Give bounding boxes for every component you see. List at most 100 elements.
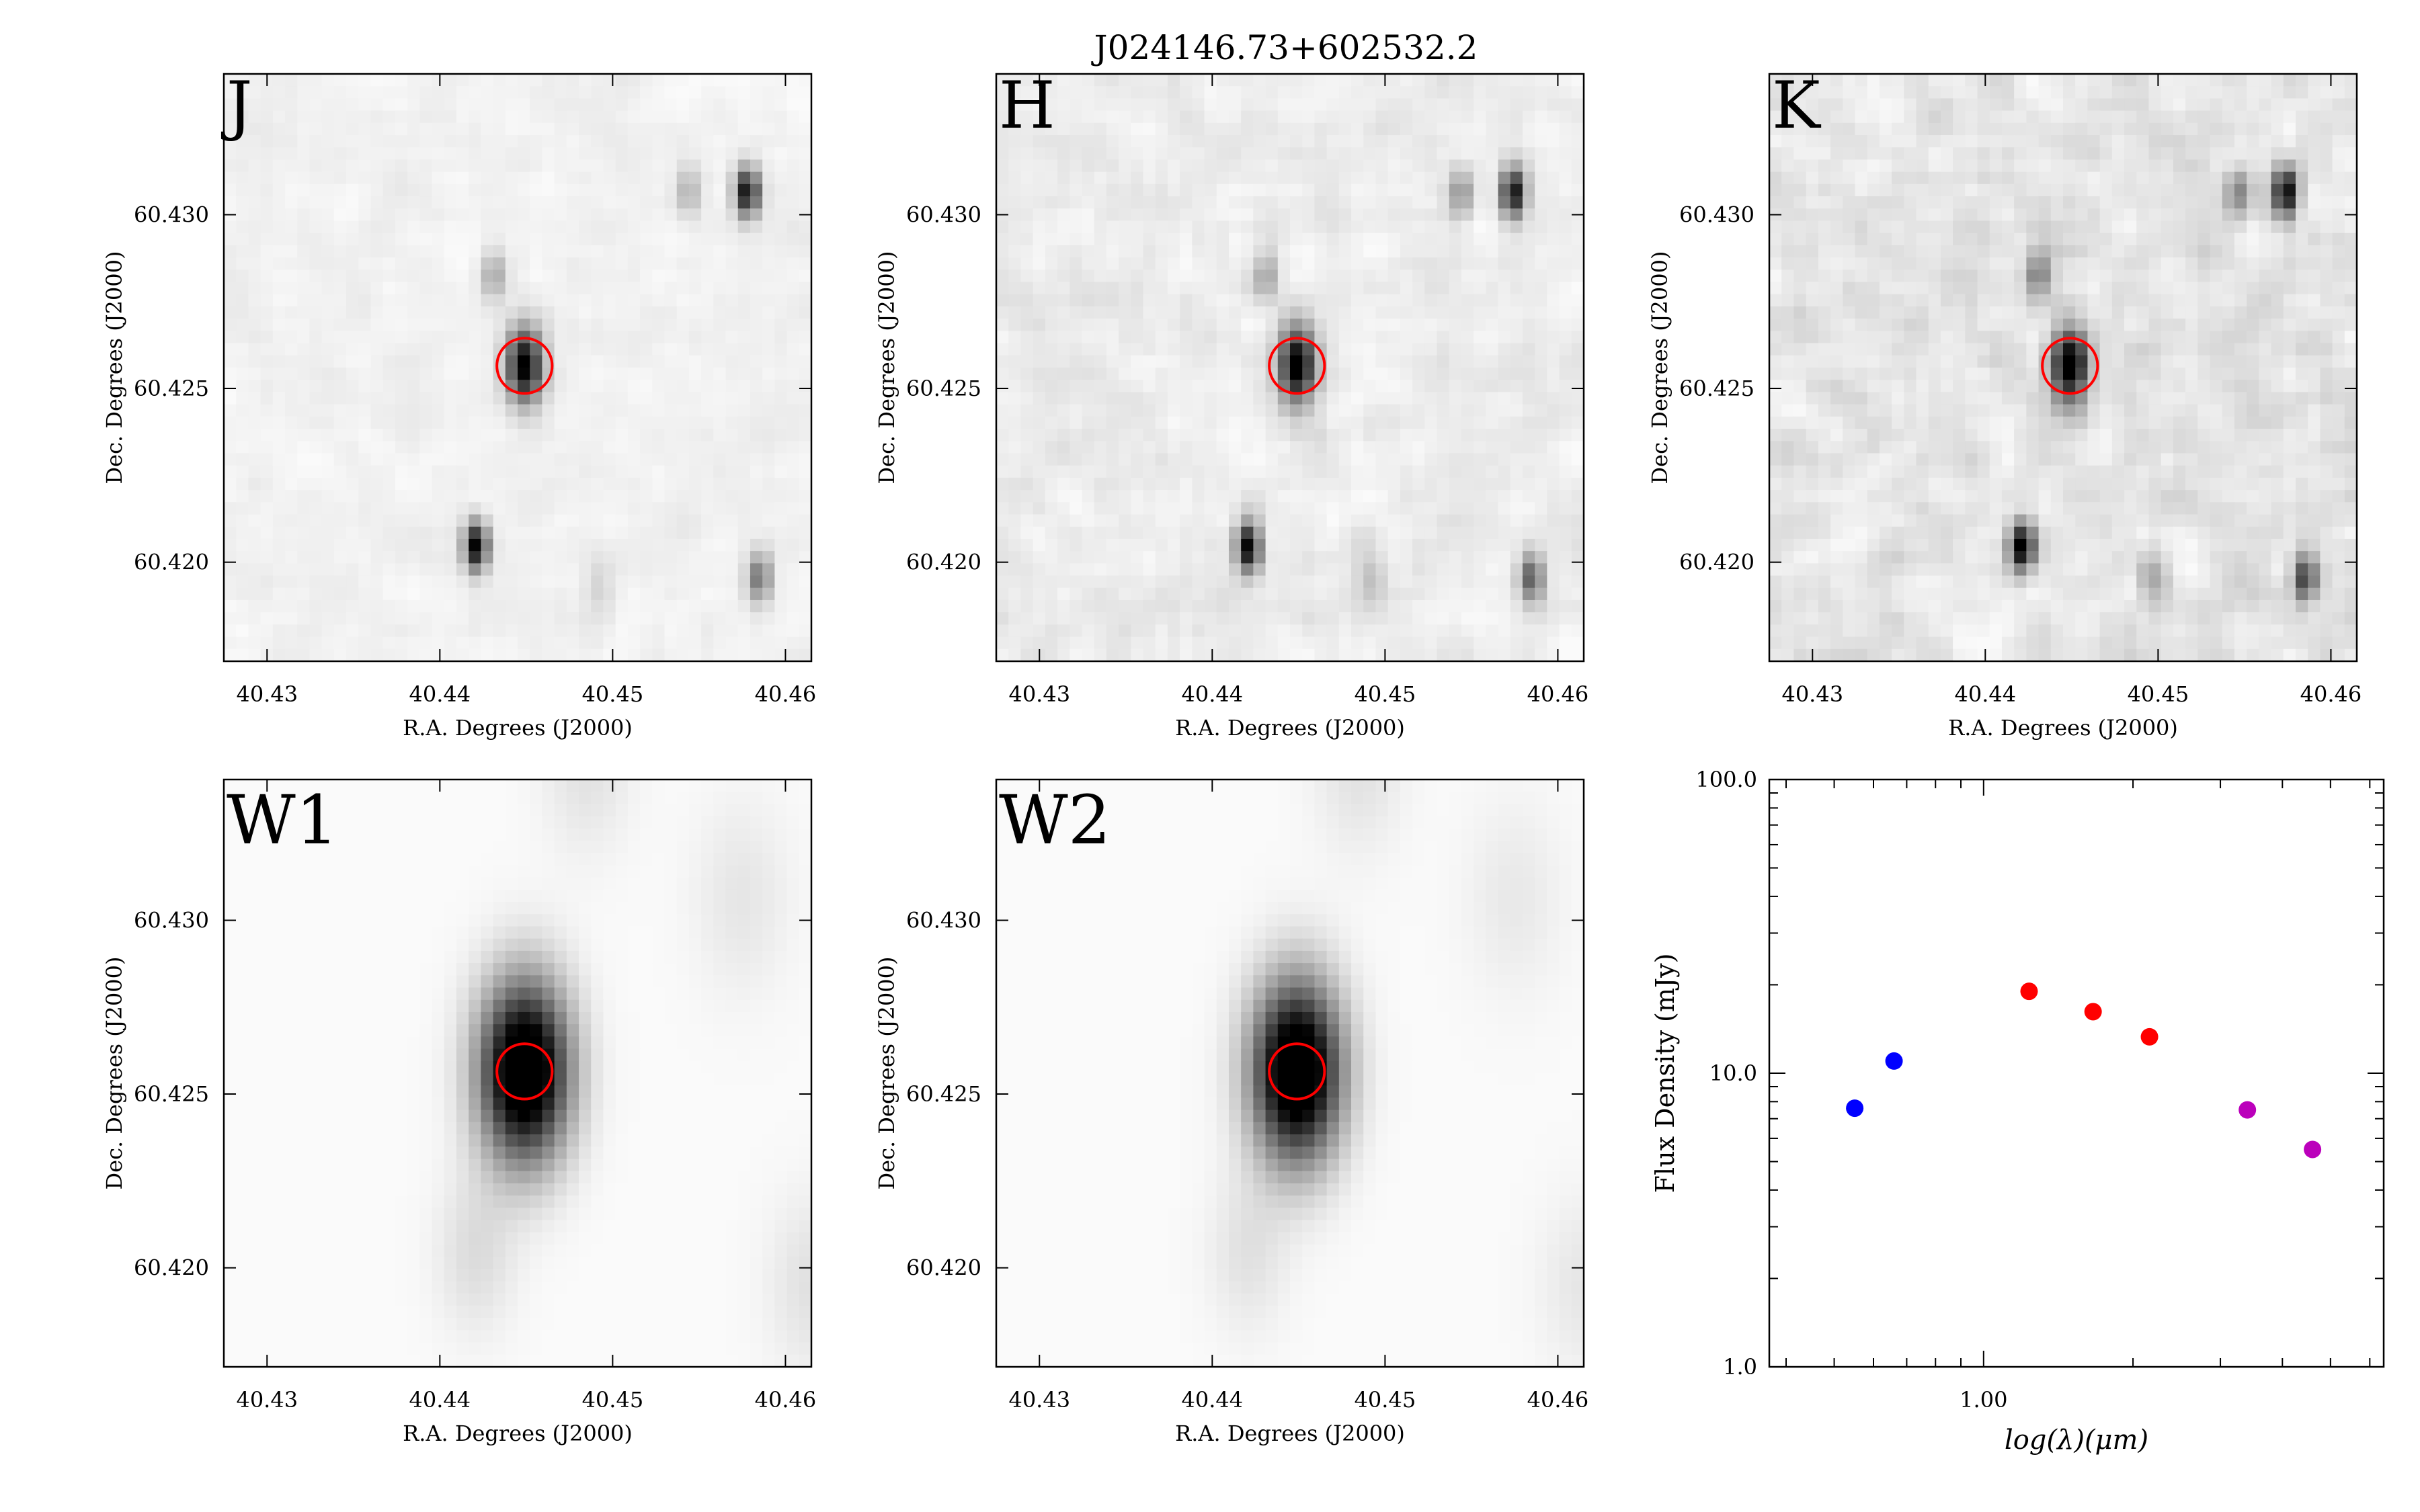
x-axis-label: R.A. Degrees (J2000)	[1175, 715, 1405, 741]
image-pixel	[2099, 86, 2113, 99]
image-pixel	[346, 331, 359, 344]
image-pixel	[505, 171, 518, 185]
image-pixel	[1045, 575, 1058, 589]
image-pixel	[1559, 648, 1572, 662]
image-pixel	[762, 245, 775, 258]
image-pixel	[579, 74, 592, 87]
image-pixel	[725, 502, 739, 515]
image-pixel	[1375, 220, 1389, 234]
image-pixel	[432, 502, 445, 515]
image-pixel	[346, 392, 359, 405]
image-pixel	[469, 551, 481, 564]
image-pixel	[1302, 355, 1316, 368]
image-pixel	[615, 245, 629, 258]
image-pixel	[333, 183, 347, 197]
image-pixel	[676, 441, 690, 454]
image-pixel	[1070, 441, 1083, 454]
image-pixel	[260, 404, 274, 417]
image-pixel	[1338, 636, 1352, 650]
image-pixel	[1057, 404, 1070, 417]
image-pixel	[1057, 551, 1070, 564]
image-pixel	[493, 269, 506, 283]
image-pixel	[1400, 380, 1413, 393]
image-pixel	[236, 147, 249, 161]
image-pixel	[432, 453, 445, 466]
image-pixel	[554, 490, 567, 503]
image-pixel	[1241, 98, 1254, 112]
image-pixel	[615, 171, 629, 185]
image-pixel	[1033, 368, 1046, 380]
image-pixel	[1953, 122, 1966, 136]
image-pixel	[1351, 159, 1364, 173]
image-pixel	[248, 563, 261, 577]
image-pixel	[2173, 98, 2186, 112]
image-pixel	[1033, 147, 1046, 161]
image-pixel	[1008, 453, 1022, 466]
image-pixel	[1277, 294, 1291, 307]
image-pixel	[1387, 404, 1401, 417]
image-pixel	[321, 477, 335, 491]
image-pixel	[1020, 86, 1034, 99]
image-pixel	[1449, 538, 1462, 552]
image-pixel	[248, 514, 261, 528]
image-pixel	[787, 269, 800, 283]
image-pixel	[358, 538, 372, 552]
image-pixel	[395, 355, 408, 368]
image-pixel	[1474, 599, 1486, 613]
image-pixel	[2332, 135, 2345, 148]
image-pixel	[640, 429, 653, 442]
image-pixel	[395, 648, 408, 662]
image-pixel	[1400, 245, 1413, 258]
image-pixel	[542, 612, 555, 625]
image-pixel	[530, 477, 543, 491]
image-pixel	[1559, 159, 1572, 173]
image-pixel	[224, 183, 237, 197]
image-pixel	[1290, 380, 1303, 393]
image-pixel	[236, 343, 249, 356]
image-pixel	[236, 331, 249, 344]
image-pixel	[1241, 306, 1254, 319]
image-pixel	[640, 368, 653, 380]
image-pixel	[248, 110, 261, 124]
image-pixel	[1547, 490, 1560, 503]
x-tick-label: 40.44	[409, 681, 471, 707]
image-pixel	[1143, 551, 1156, 564]
image-pixel	[1461, 343, 1474, 356]
image-pixel	[530, 269, 543, 283]
image-pixel	[297, 196, 311, 209]
image-pixel	[652, 233, 666, 246]
image-pixel	[1363, 98, 1377, 112]
image-pixel	[333, 587, 347, 601]
image-pixel	[774, 514, 788, 528]
image-pixel	[1486, 587, 1499, 601]
image-pixel	[456, 257, 469, 270]
image-pixel	[996, 122, 1009, 136]
image-pixel	[419, 257, 433, 270]
image-pixel	[2210, 122, 2223, 136]
image-pixel	[615, 514, 629, 528]
image-pixel	[493, 306, 506, 319]
image-pixel	[1498, 171, 1511, 185]
image-pixel	[1314, 526, 1328, 540]
image-pixel	[1277, 343, 1291, 356]
image-pixel	[1290, 159, 1303, 173]
image-pixel	[652, 441, 666, 454]
image-pixel	[1535, 122, 1547, 136]
image-pixel	[224, 551, 237, 564]
image-pixel	[627, 233, 641, 246]
image-pixel	[1204, 269, 1217, 283]
image-pixel	[566, 526, 579, 540]
image-pixel	[395, 282, 408, 295]
image-pixel	[603, 490, 616, 503]
image-pixel	[725, 110, 739, 124]
image-pixel	[1119, 599, 1131, 613]
image-pixel	[1008, 612, 1022, 625]
image-pixel	[1486, 245, 1499, 258]
image-pixel	[1522, 514, 1535, 528]
image-pixel	[444, 429, 457, 442]
image-pixel	[382, 233, 396, 246]
image-pixel	[1363, 514, 1377, 528]
image-pixel	[407, 122, 420, 136]
image-pixel	[346, 404, 359, 417]
image-pixel	[236, 159, 249, 173]
